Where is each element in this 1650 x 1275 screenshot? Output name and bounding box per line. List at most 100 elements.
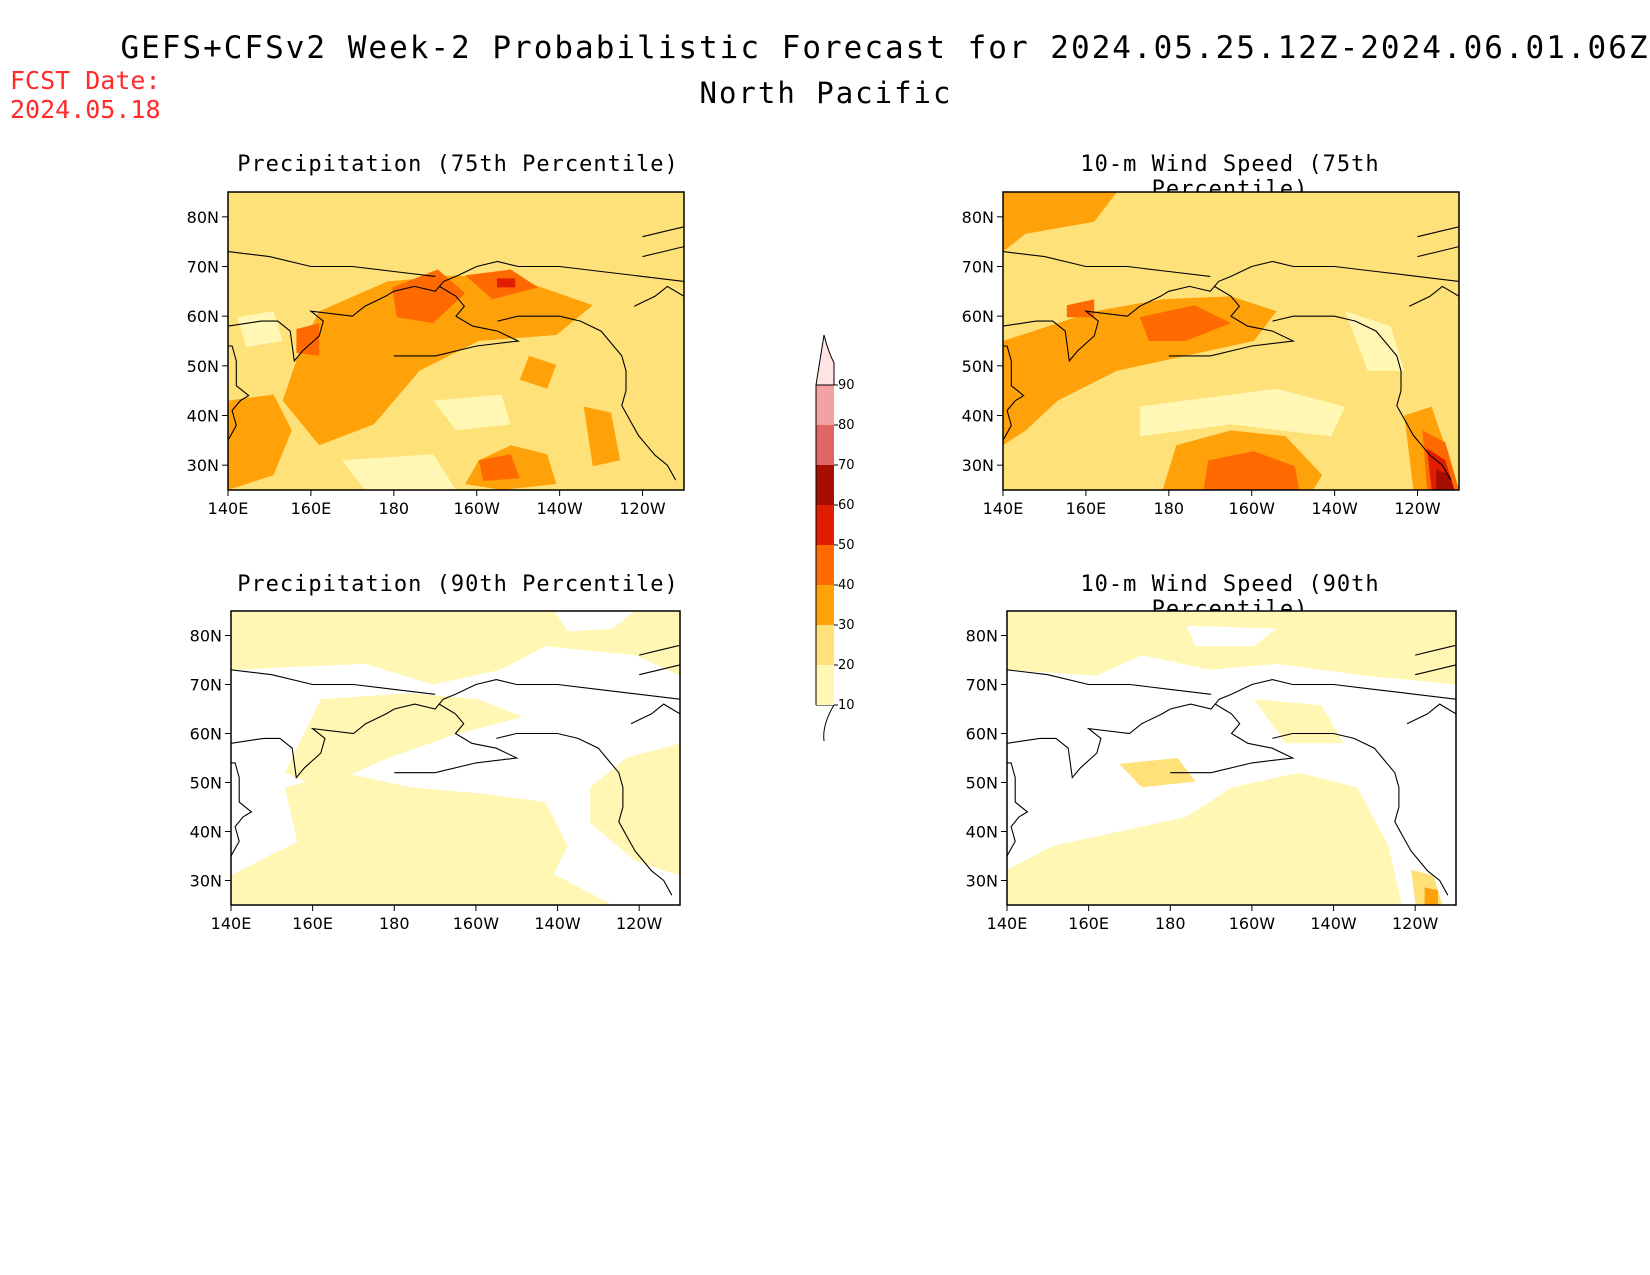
colorbar-swatch <box>816 465 834 505</box>
coastline <box>231 762 253 857</box>
map-frame <box>230 610 681 906</box>
probability-contour-area <box>1139 388 1345 437</box>
colorbar-label: 80 <box>838 418 855 433</box>
lon-label: 140W <box>534 914 581 933</box>
coastline <box>1007 762 1029 857</box>
map-wind-90: 80N 70N 60N 50N 40N 30N 140E 160E 180 160W 140W 120… <box>966 610 1457 933</box>
region-subtitle: North Pacific <box>699 76 953 110</box>
coastline <box>642 246 684 258</box>
lon-label: 140W <box>1310 914 1357 933</box>
lat-label: 40N <box>187 407 219 426</box>
lat-label: 40N <box>190 823 222 842</box>
plot-area <box>228 192 684 490</box>
lon-label: 180 <box>1154 499 1185 518</box>
lat-label: 80N <box>187 208 219 227</box>
colorbar-swatch <box>816 585 834 625</box>
coastline <box>394 703 519 774</box>
map-frame <box>1002 191 1460 491</box>
lat-label: 50N <box>966 774 998 793</box>
coastline <box>1417 226 1459 238</box>
map-frame <box>1006 610 1457 906</box>
lat-label: 60N <box>962 307 994 326</box>
coastline <box>634 285 684 307</box>
lon-label: 140E <box>211 914 252 933</box>
lat-label: 80N <box>190 627 222 646</box>
coastline <box>228 260 684 363</box>
lat-label: 30N <box>962 456 994 475</box>
lat-label: 60N <box>190 725 222 744</box>
lat-label: 80N <box>966 627 998 646</box>
colorbar-swatch <box>815 334 835 386</box>
plot-area <box>1007 611 1456 905</box>
probability-contour-area <box>1186 625 1277 647</box>
colorbar-label: 20 <box>838 658 855 673</box>
coastline <box>1168 285 1296 357</box>
map-precip-75: 80N 70N 60N 50N 40N 30N 140E 160E 180 160W 140W 120… <box>187 191 685 518</box>
coastline <box>1272 732 1449 896</box>
probability-contour-area <box>497 278 516 288</box>
probability-contour-area <box>282 275 593 446</box>
coastline <box>642 226 684 238</box>
lat-label: 30N <box>190 872 222 891</box>
lat-label: 70N <box>966 676 998 695</box>
coastline <box>1007 679 1456 779</box>
probability-contour-area <box>1139 305 1231 341</box>
probability-contour-area <box>519 355 557 389</box>
colorbar-swatch <box>816 545 834 585</box>
coastline <box>1415 664 1456 676</box>
map-precip-90: 80N 70N 60N 50N 40N 30N 140E 160E 180 160W 140W 120… <box>190 610 681 933</box>
lon-label: 120W <box>619 499 666 518</box>
lon-label: 180 <box>379 914 410 933</box>
coastline <box>1406 703 1456 725</box>
colorbar-label: 90 <box>838 378 855 393</box>
colorbar-label: 60 <box>838 498 855 513</box>
coastline <box>496 732 673 896</box>
lon-label: 140W <box>536 499 583 518</box>
probability-contour-area <box>228 394 292 490</box>
probability-contour-area <box>1203 451 1300 490</box>
plot-area <box>231 611 680 905</box>
colorbar-swatch <box>816 665 834 705</box>
lat-label: 80N <box>962 208 994 227</box>
panel-title-precip-75: Precipitation (75th Percentile) <box>237 152 679 177</box>
lon-label: 160E <box>1068 914 1109 933</box>
coastline <box>1003 251 1211 277</box>
coastline <box>228 345 250 441</box>
main-title: GEFS+CFSv2 Week-2 Probabilistic Forecast… <box>120 30 1650 66</box>
lon-label: 180 <box>1155 914 1186 933</box>
coastline <box>231 669 436 695</box>
panel-title-wind-75: 10-m Wind Speed (75th Percentile) <box>1080 152 1380 202</box>
colorbar-lower-end <box>816 704 835 742</box>
coastline <box>231 679 680 779</box>
forecast-date-label: FCST Date: <box>10 66 161 95</box>
colorbar-swatch <box>816 505 834 545</box>
probability-contour-area <box>1003 296 1277 446</box>
coastline <box>630 703 680 725</box>
lat-label: 30N <box>966 872 998 891</box>
probability-contour-area <box>284 693 523 788</box>
lon-label: 160W <box>1229 499 1276 518</box>
probability-contour-area <box>478 454 520 482</box>
probability-contour-area <box>392 269 466 324</box>
lon-label: 160W <box>453 914 500 933</box>
probability-contour-area <box>1345 311 1405 371</box>
lat-label: 70N <box>962 258 994 277</box>
coastline <box>1170 703 1295 774</box>
lat-label: 30N <box>187 456 219 475</box>
probability-contour-area <box>296 323 320 356</box>
colorbar-label: 10 <box>838 698 855 713</box>
coastline <box>1003 260 1459 363</box>
colorbar-label: 40 <box>838 578 855 593</box>
lon-label: 140E <box>208 499 249 518</box>
probability-contour-area <box>1186 860 1286 905</box>
probability-contour-area <box>1436 469 1455 490</box>
lon-label: 140E <box>983 499 1024 518</box>
lat-label: 60N <box>187 307 219 326</box>
probability-contour-area <box>284 772 568 891</box>
probability-contour-area <box>433 394 511 431</box>
coastline <box>639 664 680 676</box>
lon-label: 160E <box>291 499 332 518</box>
lat-label: 60N <box>966 725 998 744</box>
probability-contour-area <box>583 406 621 467</box>
coastline <box>497 315 677 481</box>
